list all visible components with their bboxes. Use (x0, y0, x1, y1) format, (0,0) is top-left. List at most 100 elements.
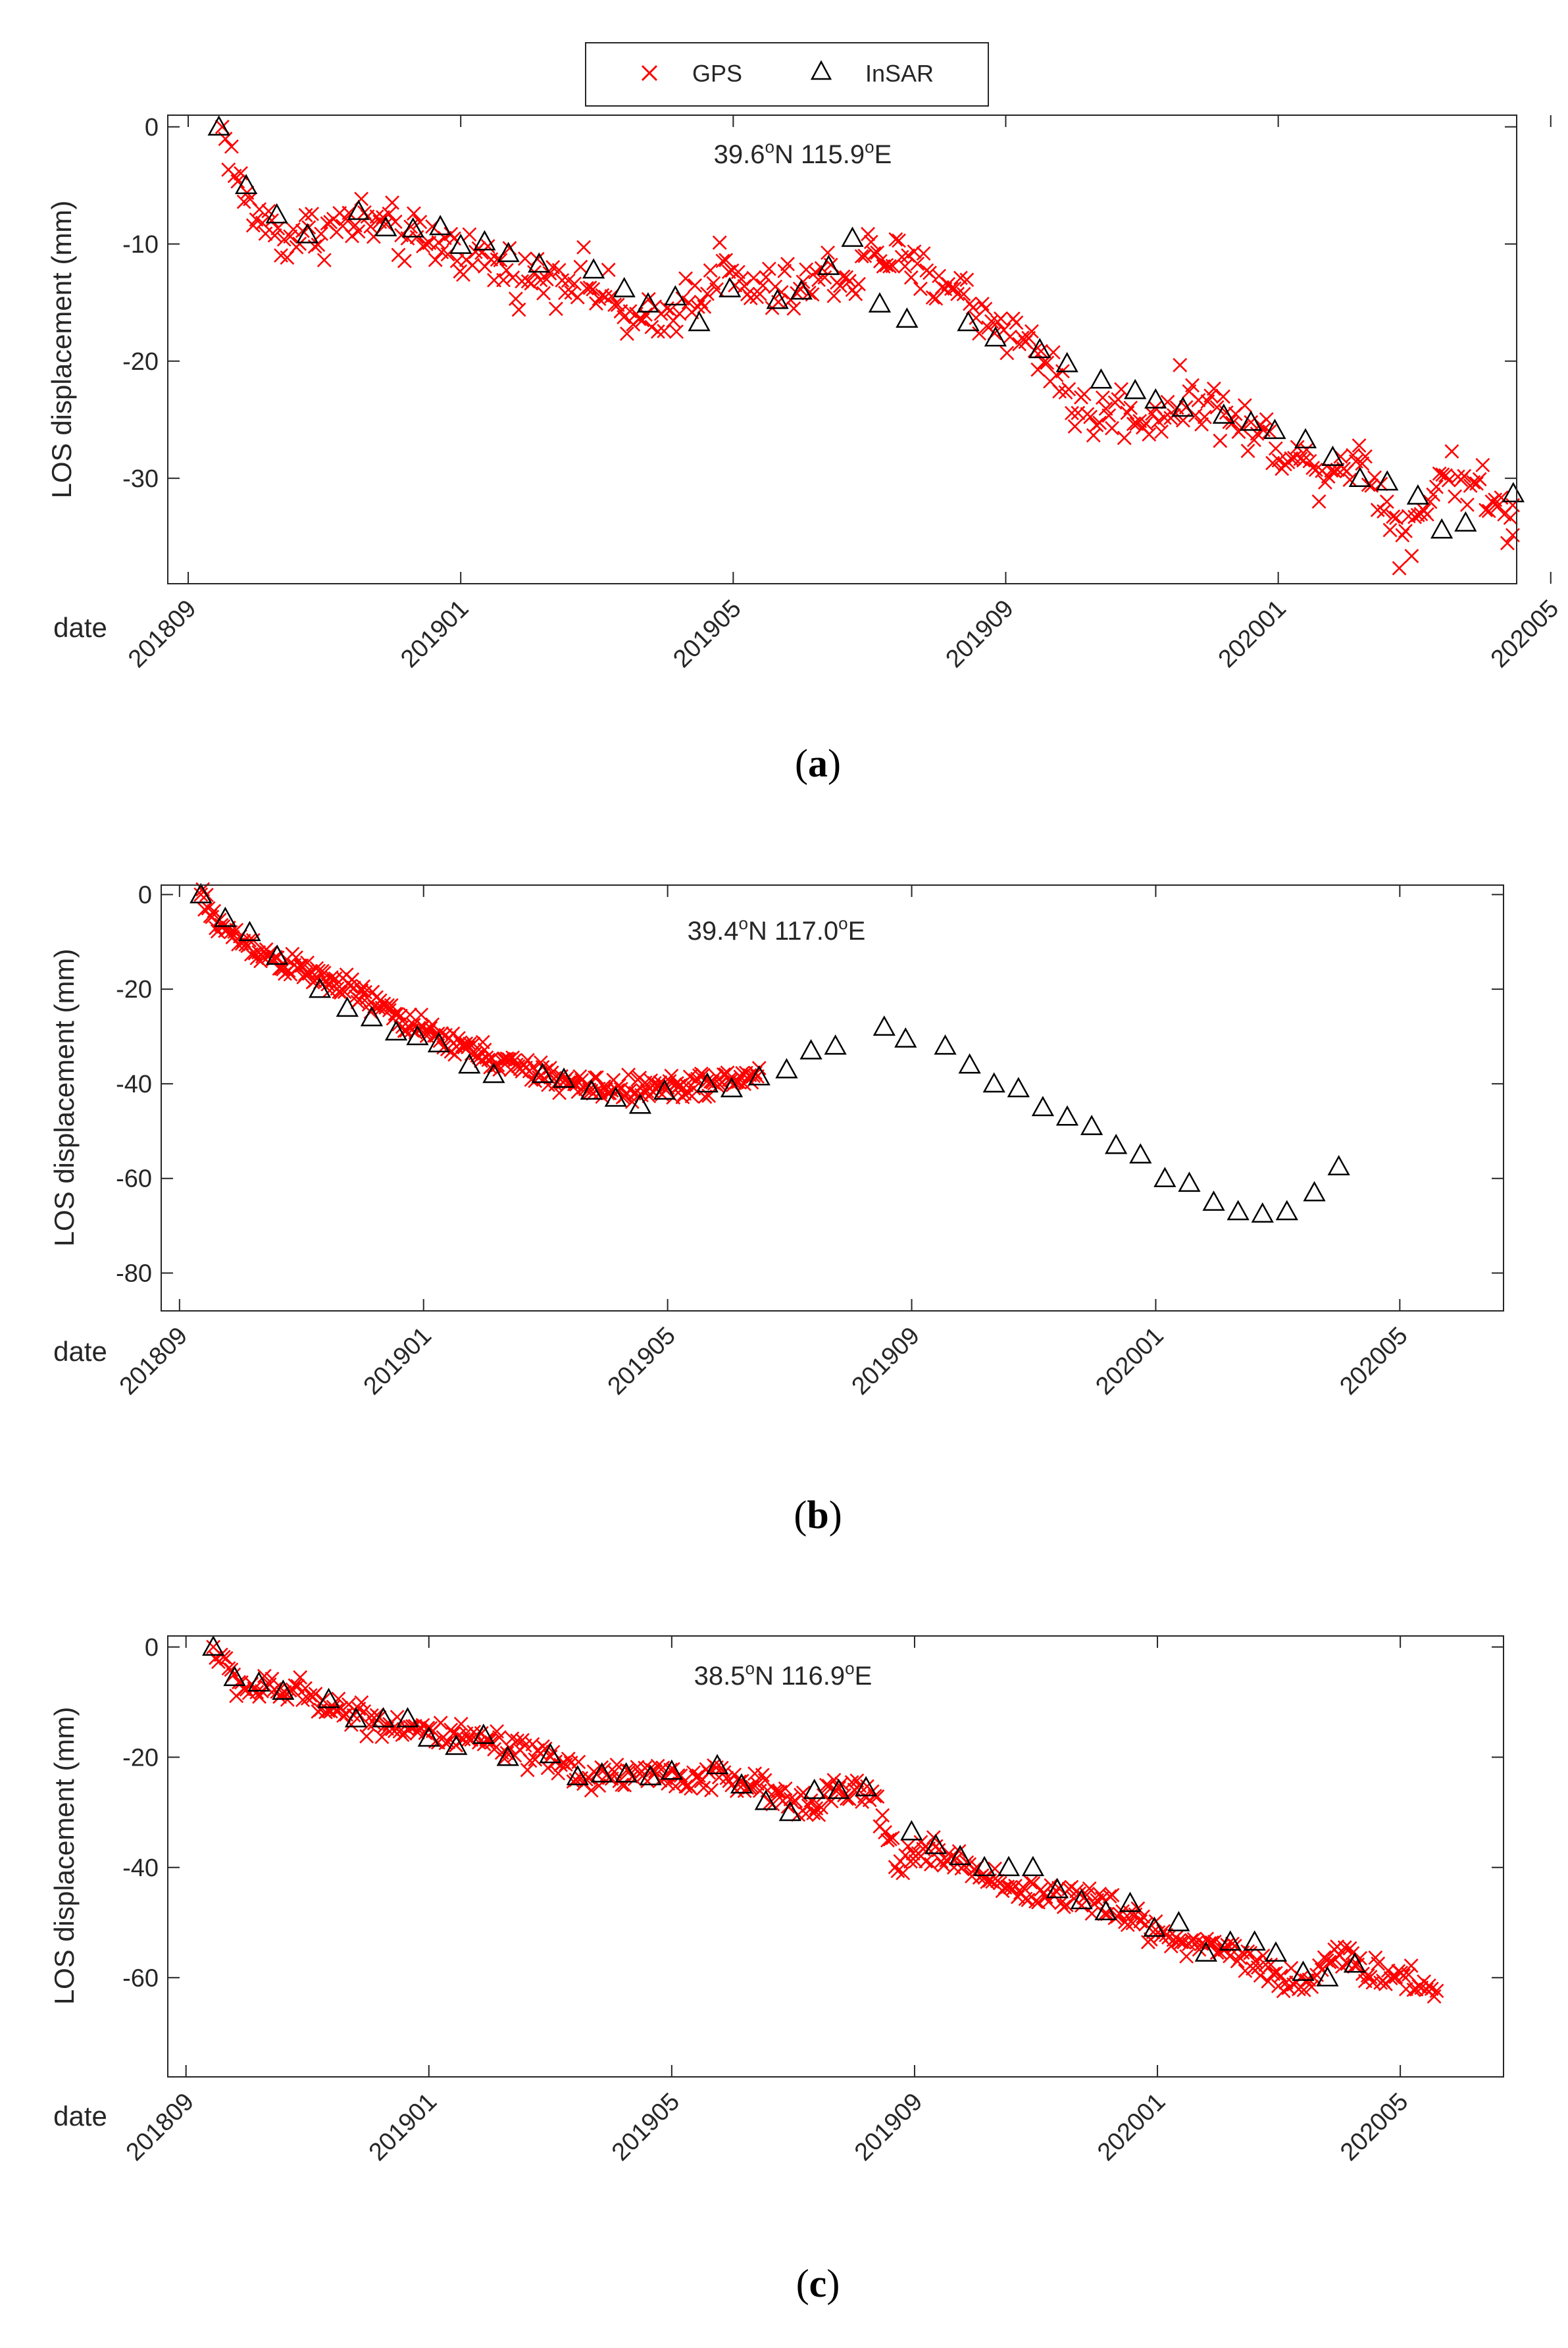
insar-point (234, 174, 258, 195)
gps-point (443, 1722, 459, 1737)
insar-point (1263, 419, 1286, 440)
insar-point (982, 1072, 1005, 1093)
insar-point (868, 292, 892, 313)
gps-point (363, 219, 378, 234)
gps-point (1325, 1954, 1340, 1970)
insar-point (427, 1032, 451, 1053)
gps-point (704, 1783, 719, 1798)
insar-point (336, 996, 359, 1017)
gps-point (824, 1794, 839, 1809)
gps-point (734, 271, 749, 286)
gps-point (826, 1772, 842, 1787)
gps-point (959, 272, 974, 288)
gps-point (567, 276, 582, 292)
gps-point (888, 232, 903, 247)
panel-c-insar-series (202, 1635, 1367, 1987)
insar-point (688, 311, 711, 332)
insar-point (566, 1764, 589, 1785)
insar-point (531, 1062, 554, 1083)
gps-point (826, 288, 842, 303)
panel-c-plot-area (168, 1636, 1504, 2077)
panel-a-gps-series (215, 119, 1520, 576)
gps-point (905, 1846, 921, 1861)
gps-point (356, 979, 371, 994)
gps-point (482, 1733, 497, 1748)
y-tick-label: -20 (116, 976, 152, 1004)
insar-point (497, 242, 520, 263)
gps-point (1322, 1954, 1337, 1970)
gps-point (604, 289, 619, 304)
gps-point (308, 1687, 323, 1701)
insar-point (590, 1762, 613, 1783)
insar-point (1144, 388, 1167, 409)
gps-point (1379, 494, 1394, 509)
gps-point (848, 286, 863, 301)
gps-point (743, 291, 758, 306)
insar-point (1227, 1200, 1250, 1221)
gps-point (1203, 388, 1219, 403)
insar-point (347, 199, 370, 220)
insar-point (720, 1077, 744, 1098)
gps-point (441, 1735, 456, 1750)
gps-point (571, 1754, 586, 1770)
gps-point (1353, 1951, 1367, 1966)
insar-point (604, 1086, 627, 1107)
gps-point (334, 985, 349, 1000)
panel-b-caption: (b) (794, 1493, 842, 1537)
gps-point (621, 1067, 636, 1083)
gps-point (390, 1710, 405, 1725)
y-tick-label: 0 (138, 881, 152, 909)
insar-point (1430, 518, 1454, 539)
insar-point (827, 1778, 850, 1799)
gps-point (1293, 451, 1308, 467)
gps-point (270, 220, 286, 236)
gps-point (1424, 1981, 1439, 1997)
gps-point (867, 246, 882, 261)
insar-point (790, 279, 813, 300)
gps-point (907, 244, 922, 259)
gps-point (1312, 1958, 1327, 1973)
insar-point (664, 285, 687, 306)
gps-point (663, 303, 678, 318)
panel-b-insar-series (190, 882, 1350, 1223)
gps-point (878, 1825, 892, 1840)
gps-point (1342, 472, 1357, 487)
gps-point (341, 205, 357, 220)
gps-point (1105, 421, 1119, 436)
insar-point (1294, 428, 1317, 449)
gps-point (1120, 1918, 1135, 1932)
gps-point (1053, 1895, 1069, 1910)
gps-point (908, 1854, 923, 1869)
gps-point (224, 1662, 239, 1677)
insar-point (705, 1754, 729, 1775)
gps-point (1419, 507, 1434, 522)
gps-point (1358, 449, 1373, 464)
gps-point (861, 226, 875, 242)
insar-point (1264, 1941, 1288, 1962)
gps-point (511, 302, 526, 317)
insar-point (900, 1820, 923, 1841)
y-tick-label: -20 (122, 348, 159, 376)
gps-point (1250, 1960, 1265, 1975)
insar-point (896, 307, 919, 328)
gps-point (403, 1008, 418, 1022)
gps-point (493, 253, 508, 268)
gps-point (533, 272, 548, 288)
insar-point (958, 1053, 981, 1074)
gps-point (255, 215, 270, 230)
y-tick-label: -60 (122, 1964, 159, 1992)
gps-point (298, 207, 313, 222)
gps-point (901, 1839, 915, 1854)
gps-point (777, 263, 792, 278)
panel-a-x-axis-label: date (53, 612, 107, 643)
gps-point (216, 1649, 231, 1664)
gps-point (1273, 1968, 1288, 1983)
insar-point (613, 276, 636, 297)
gps-point (331, 1691, 346, 1706)
gps-point (253, 954, 268, 969)
gps-point (542, 1060, 557, 1075)
gps-point (1481, 503, 1496, 519)
insar-point (778, 1800, 801, 1822)
insar-point (803, 1778, 826, 1799)
